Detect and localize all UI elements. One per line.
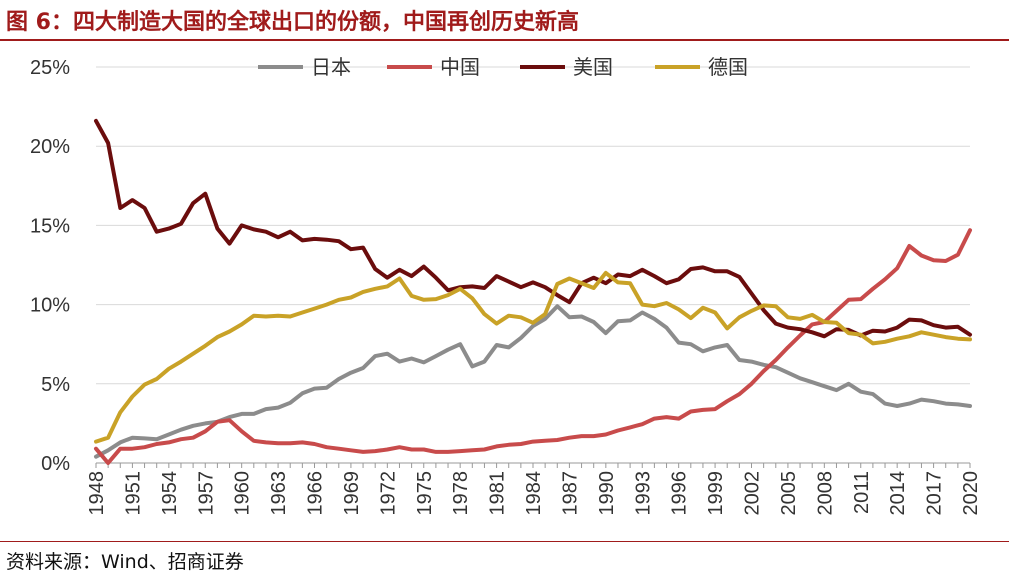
x-tick-label: 1951 bbox=[122, 471, 144, 516]
legend-item: 美国 bbox=[520, 55, 613, 79]
series-line-德国 bbox=[94, 270, 972, 444]
x-tick-label: 1993 bbox=[632, 471, 654, 516]
legend-label: 德国 bbox=[708, 55, 748, 79]
legend-item: 日本 bbox=[258, 55, 351, 79]
x-tick-label: 1978 bbox=[450, 471, 472, 516]
x-tick-label: 1954 bbox=[159, 471, 181, 516]
line-chart: 0% 5% 10% 15% 20% 25% 1948 1951 1954 1957 1960 196… bbox=[30, 55, 982, 516]
y-tick-label: 10% bbox=[30, 295, 70, 317]
x-tick-label: 1960 bbox=[232, 471, 254, 516]
x-tick-label: 2011 bbox=[851, 471, 873, 514]
x-tick-label: 1996 bbox=[669, 471, 691, 516]
x-tick-label: 1990 bbox=[596, 471, 618, 516]
y-tick-label: 5% bbox=[41, 374, 70, 396]
y-tick-label: 25% bbox=[30, 57, 70, 79]
y-tick-label: 20% bbox=[30, 136, 70, 158]
gridlines bbox=[96, 66, 970, 385]
y-axis: 0% 5% 10% 15% 20% 25% bbox=[30, 57, 70, 475]
legend-label: 美国 bbox=[573, 55, 613, 79]
title-divider bbox=[0, 39, 1009, 41]
legend-label: 中国 bbox=[440, 55, 480, 79]
legend-item: 德国 bbox=[655, 55, 748, 79]
y-tick-label: 0% bbox=[41, 453, 70, 475]
x-tick-label: 2002 bbox=[742, 471, 764, 516]
x-tick-label: 1948 bbox=[86, 471, 108, 516]
x-tick-label: 1999 bbox=[705, 471, 727, 516]
legend-item: 中国 bbox=[387, 55, 480, 79]
x-axis: 1948 1951 1954 1957 1960 1963 1966 1969 1972 1975… bbox=[86, 462, 982, 516]
legend: 日本 中国 美国 德国 bbox=[258, 55, 748, 79]
series-line-美国 bbox=[94, 118, 972, 339]
x-tick-label: 2020 bbox=[960, 471, 982, 516]
x-tick-label: 1963 bbox=[268, 471, 290, 516]
x-tick-label: 1987 bbox=[559, 471, 581, 516]
footer-divider bbox=[0, 541, 1009, 542]
x-tick-label: 1972 bbox=[377, 471, 399, 516]
series-lines bbox=[94, 118, 972, 465]
x-tick-label: 1957 bbox=[195, 471, 217, 516]
series-line-日本 bbox=[94, 304, 972, 459]
series-line-中国 bbox=[94, 228, 972, 465]
x-tick-label: 2017 bbox=[924, 471, 946, 516]
x-tick-label: 1981 bbox=[487, 471, 509, 515]
x-tick-label: 2008 bbox=[814, 471, 836, 516]
x-tick-label: 1984 bbox=[523, 471, 545, 516]
source-note: 资料来源：Wind、招商证券 bbox=[6, 551, 244, 573]
chart-title: 图 6：四大制造大国的全球出口的份额，中国再创历史新高 bbox=[6, 10, 579, 35]
x-tick-label: 2014 bbox=[887, 471, 909, 516]
x-tick-label: 1969 bbox=[341, 471, 363, 516]
x-tick-label: 1966 bbox=[305, 471, 327, 516]
x-tick-label: 2005 bbox=[778, 471, 800, 516]
x-tick-label: 1975 bbox=[414, 471, 436, 516]
y-tick-label: 15% bbox=[30, 215, 70, 237]
legend-label: 日本 bbox=[311, 55, 351, 79]
